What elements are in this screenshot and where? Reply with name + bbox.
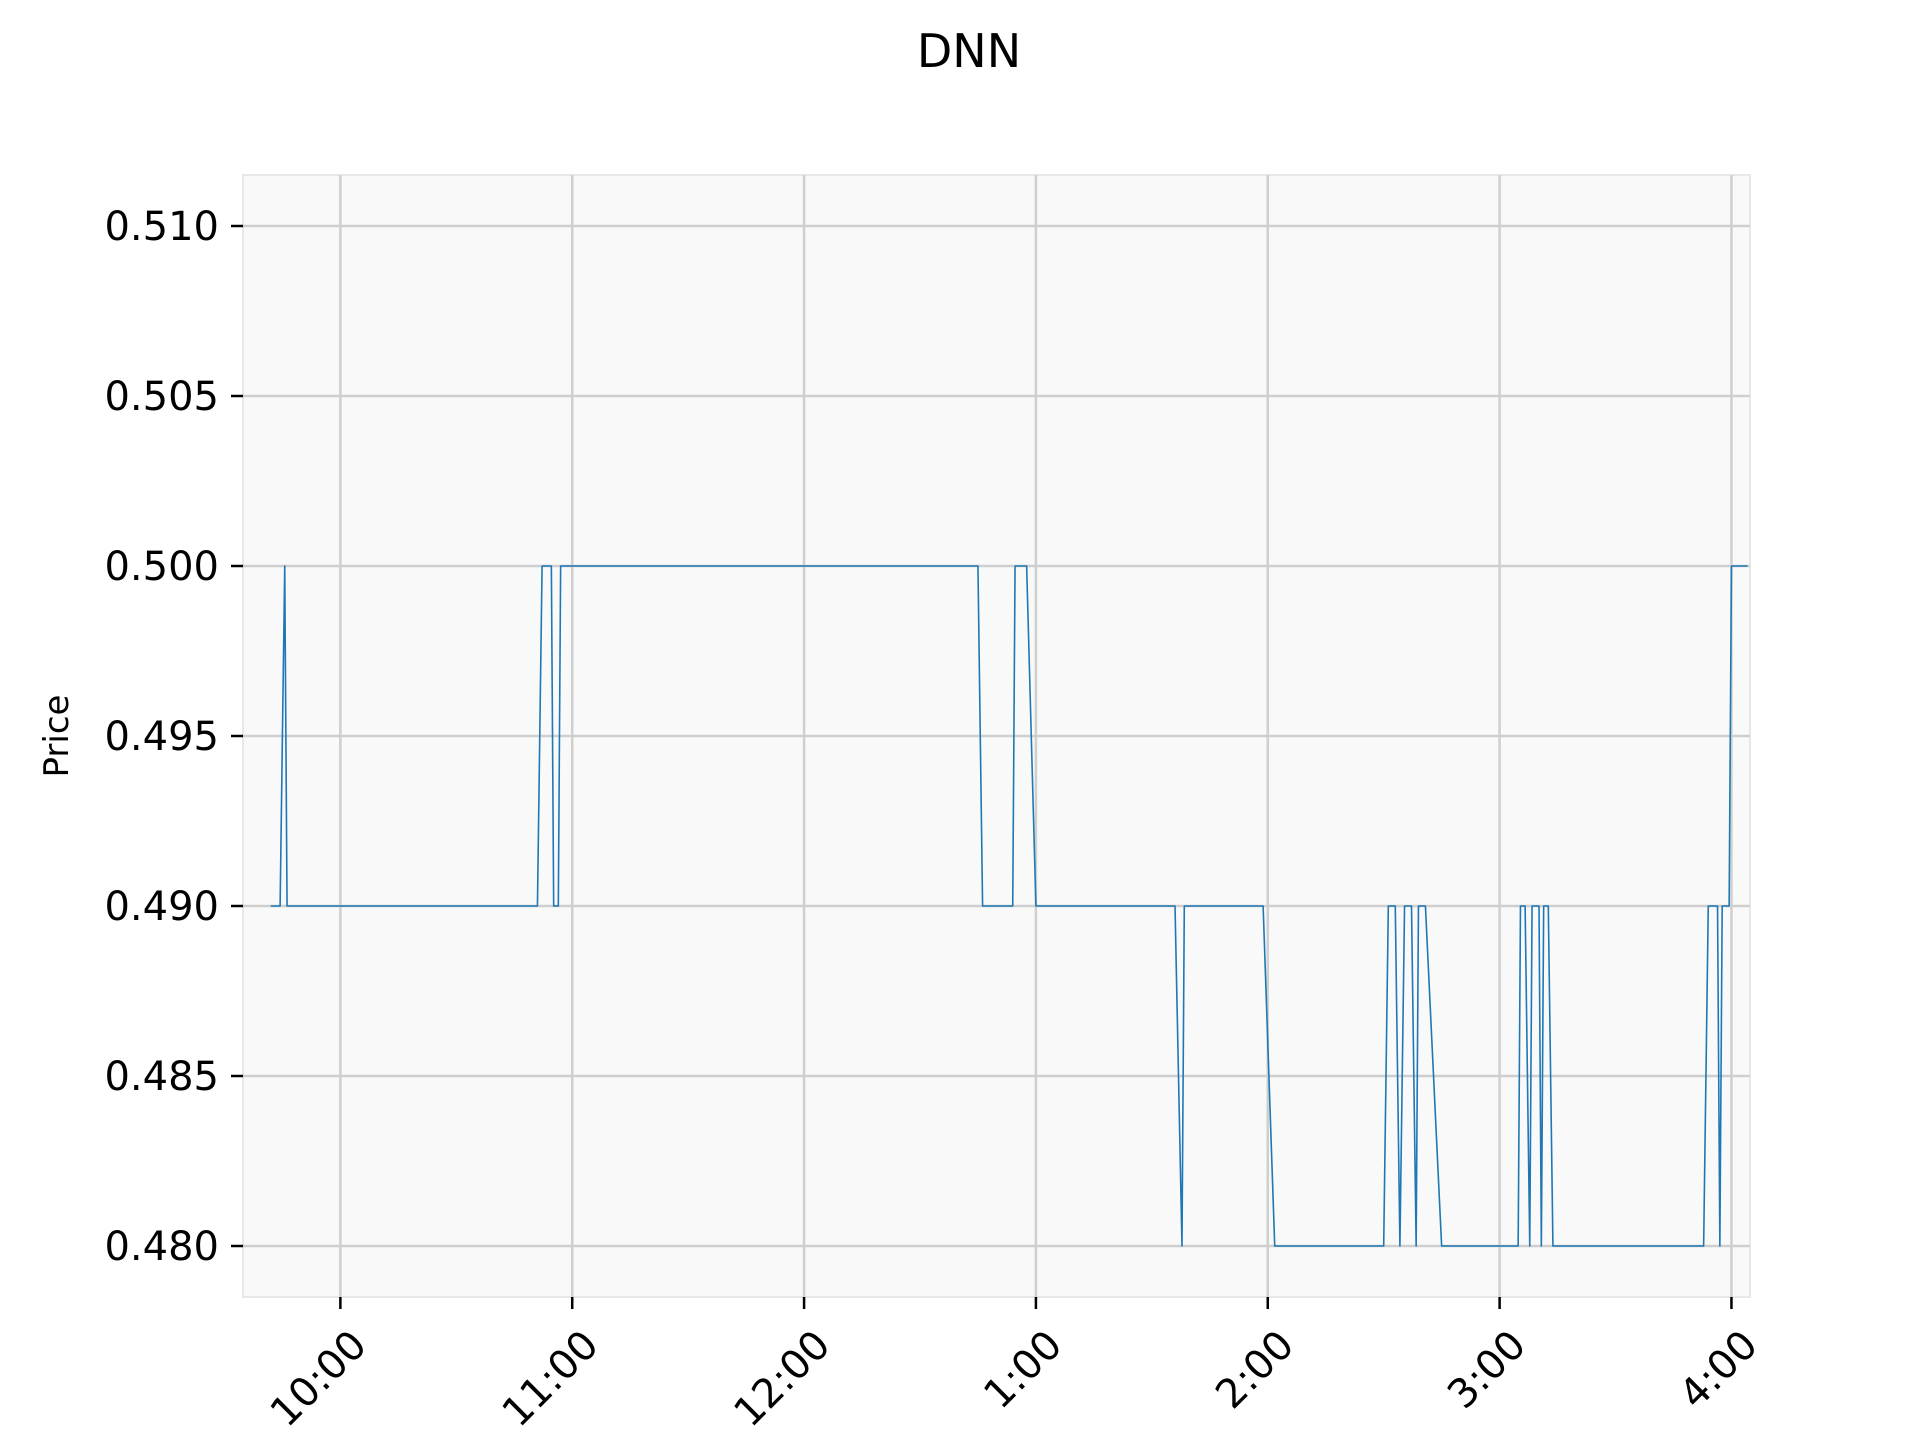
x-tick-label: 11:00 — [494, 1322, 608, 1436]
x-tick-label: 4:00 — [1671, 1322, 1767, 1418]
y-tick-label: 0.485 — [104, 1054, 219, 1100]
y-tick-label: 0.480 — [104, 1224, 219, 1270]
y-tick-label: 0.500 — [104, 544, 219, 590]
y-tick-label: 0.490 — [104, 884, 219, 930]
y-tick-label: 0.495 — [104, 714, 219, 760]
x-tick-label: 12:00 — [725, 1322, 839, 1436]
price-series-line — [270, 565, 1748, 1247]
x-tick-label: 3:00 — [1439, 1322, 1535, 1418]
plot-area: 0.480 0.485 0.490 0.495 0.500 0.505 0.510 10:00… — [104, 174, 1767, 1436]
y-tick-label: 0.505 — [104, 374, 219, 420]
x-tick-label: 10:00 — [262, 1322, 376, 1436]
x-tick-label: 2:00 — [1207, 1322, 1303, 1418]
y-axis-label: Price — [37, 695, 77, 778]
chart-title: DNN — [917, 24, 1021, 78]
x-tick-label: 1:00 — [975, 1322, 1071, 1418]
y-tick-label: 0.510 — [104, 204, 219, 250]
